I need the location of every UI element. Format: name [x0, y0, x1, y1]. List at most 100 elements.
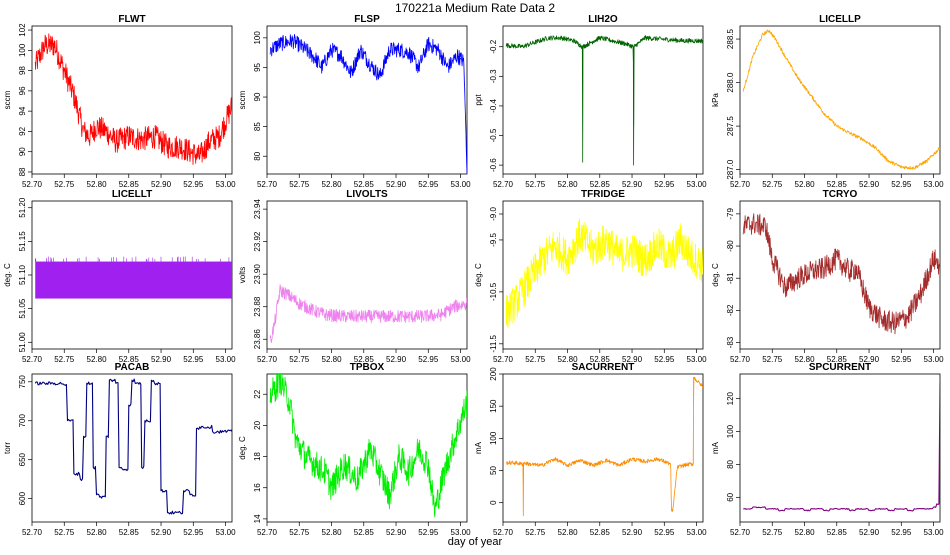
x-tick-label-lih2o-2: 52.80 [558, 180, 579, 189]
panel-title-pacab: PACAB [115, 362, 150, 373]
x-tick-label-tfridge-4: 52.90 [622, 355, 643, 364]
x-tick-label-tpbox-4: 52.90 [386, 528, 407, 537]
x-tick-label-livolts-6: 53.00 [451, 355, 472, 364]
x-tick-label-tpbox-0: 52.70 [257, 528, 278, 537]
y-tick-label-tpbox-0: 14 [253, 514, 262, 523]
x-tick-label-licellt-4: 52.90 [151, 355, 172, 364]
series-line-livolts [269, 284, 467, 343]
series-band-licellt [35, 261, 232, 299]
y-tick-label-pacab-1: 650 [18, 452, 27, 466]
x-tick-label-tcryo-5: 52.95 [891, 355, 912, 364]
series-line-lih2o [505, 35, 703, 166]
x-tick-label-flsp-2: 52.80 [322, 180, 343, 189]
y-tick-label-flwt-2: 92 [18, 126, 27, 135]
panel-title-tcryo: TCRYO [823, 189, 858, 200]
x-tick-label-tfridge-0: 52.70 [493, 355, 514, 364]
y-tick-label-tfridge-1: -10.5 [489, 282, 498, 301]
y-tick-label-tcryo-3: -80 [726, 240, 735, 252]
panel-title-flsp: FLSP [354, 14, 380, 25]
x-tick-label-flsp-1: 52.75 [289, 180, 310, 189]
plot-frame-spcurrent [739, 373, 941, 523]
plot-frame-lih2o [502, 25, 704, 175]
y-tick-label-livolts-4: 23.94 [253, 199, 262, 220]
x-tick-label-tpbox-3: 52.85 [354, 528, 375, 537]
x-tick-label-licellp-3: 52.85 [827, 180, 848, 189]
y-axis-label-spcurrent: mA [711, 441, 720, 454]
y-axis-label-tfridge: deg. C [474, 263, 483, 287]
x-tick-label-pacab-2: 52.80 [87, 528, 108, 537]
x-tick-label-sacurrent-4: 52.90 [622, 528, 643, 537]
panel-title-spcurrent: SPCURRENT [809, 362, 871, 373]
y-tick-label-flwt-5: 98 [18, 66, 27, 75]
x-tick-label-tfridge-6: 53.00 [687, 355, 708, 364]
y-tick-label-pacab-3: 750 [18, 375, 27, 389]
y-axis-label-tcryo: deg. C [711, 263, 720, 287]
plot-frame-tpbox [266, 373, 468, 523]
x-tick-label-lih2o-4: 52.90 [622, 180, 643, 189]
x-tick-label-licellt-1: 52.75 [54, 355, 75, 364]
x-tick-label-licellp-6: 53.00 [924, 180, 945, 189]
x-tick-label-tcryo-2: 52.80 [795, 355, 816, 364]
plot-frame-pacab [31, 373, 233, 523]
y-tick-label-tpbox-2: 18 [253, 452, 262, 461]
x-tick-label-flsp-5: 52.95 [418, 180, 439, 189]
x-tick-label-tcryo-4: 52.90 [859, 355, 880, 364]
x-tick-label-pacab-1: 52.75 [54, 528, 75, 537]
x-tick-label-pacab-3: 52.85 [119, 528, 140, 537]
x-tick-label-lih2o-1: 52.75 [525, 180, 546, 189]
y-tick-label-spcurrent-1: 80 [726, 459, 735, 468]
y-axis-label-licellp: kPa [711, 93, 720, 107]
x-tick-label-tfridge-2: 52.80 [558, 355, 579, 364]
x-tick-label-flwt-2: 52.80 [87, 180, 108, 189]
panel-title-sacurrent: SACURRENT [572, 362, 635, 373]
series-line-flsp [269, 34, 467, 174]
x-tick-label-sacurrent-3: 52.85 [590, 528, 611, 537]
y-tick-label-flwt-6: 100 [18, 43, 27, 57]
y-tick-label-licellp-2: 288.0 [726, 72, 735, 93]
y-tick-label-tcryo-4: -79 [726, 208, 735, 220]
x-tick-label-spcurrent-0: 52.70 [730, 528, 751, 537]
y-tick-label-lih2o-4: -0.2 [489, 39, 498, 53]
figure-title: 170221a Medium Rate Data 2 [395, 1, 555, 15]
y-tick-label-lih2o-3: -0.3 [489, 69, 498, 83]
x-tick-label-tcryo-1: 52.75 [762, 355, 783, 364]
y-tick-label-livolts-1: 23.88 [253, 296, 262, 317]
y-tick-label-sacurrent-4: 200 [489, 367, 498, 381]
y-tick-label-tfridge-3: -9.0 [489, 207, 498, 221]
panel-flwt: FLWT 52.70 52.75 52.80 52.85 52.90 52.95 53.00 8… [3, 14, 236, 189]
y-axis-label-lih2o: ppt [474, 94, 483, 106]
x-tick-label-tfridge-1: 52.75 [525, 355, 546, 364]
x-tick-label-spcurrent-2: 52.80 [795, 528, 816, 537]
x-axis-label: day of year [448, 536, 503, 548]
y-tick-label-flwt-3: 94 [18, 106, 27, 115]
plot-frame-flwt [31, 25, 233, 175]
x-tick-label-spcurrent-3: 52.85 [827, 528, 848, 537]
panel-livolts: LIVOLTS 52.70 52.75 52.80 52.85 52.90 52.95 53.… [238, 189, 471, 364]
plot-frame-tfridge [502, 200, 704, 350]
panel-title-lih2o: LIH2O [588, 14, 618, 25]
y-tick-label-spcurrent-3: 120 [726, 391, 735, 405]
panel-tfridge: TFRIDGE 52.70 52.75 52.80 52.85 52.90 52.95 53.… [474, 189, 707, 364]
x-tick-label-pacab-0: 52.70 [22, 528, 43, 537]
panel-lih2o: LIH2O 52.70 52.75 52.80 52.85 52.90 52.95 53.00… [474, 14, 707, 189]
x-tick-label-flsp-3: 52.85 [354, 180, 375, 189]
x-tick-label-pacab-6: 53.00 [216, 528, 237, 537]
panel-flsp: FLSP 52.70 52.75 52.80 52.85 52.90 52.95 53.00 8… [238, 14, 471, 189]
plot-frame-flsp [266, 25, 468, 175]
x-tick-label-flwt-5: 52.95 [183, 180, 204, 189]
y-tick-label-licellt-4: 51.20 [18, 197, 27, 218]
x-tick-label-tcryo-3: 52.85 [827, 355, 848, 364]
panel-pacab: PACAB 52.70 52.75 52.80 52.85 52.90 52.95 53.00… [3, 362, 236, 537]
series-line-tfridge [505, 218, 703, 328]
y-tick-label-flsp-1: 85 [253, 122, 262, 131]
y-tick-label-lih2o-2: -0.4 [489, 98, 498, 112]
x-tick-label-pacab-5: 52.95 [183, 528, 204, 537]
y-tick-label-flsp-2: 90 [253, 92, 262, 101]
x-tick-label-flwt-4: 52.90 [151, 180, 172, 189]
y-tick-label-tcryo-0: -83 [726, 336, 735, 348]
x-tick-label-livolts-2: 52.80 [322, 355, 343, 364]
y-tick-label-pacab-2: 700 [18, 414, 27, 428]
x-tick-label-sacurrent-2: 52.80 [558, 528, 579, 537]
x-tick-label-licellt-6: 53.00 [216, 355, 237, 364]
